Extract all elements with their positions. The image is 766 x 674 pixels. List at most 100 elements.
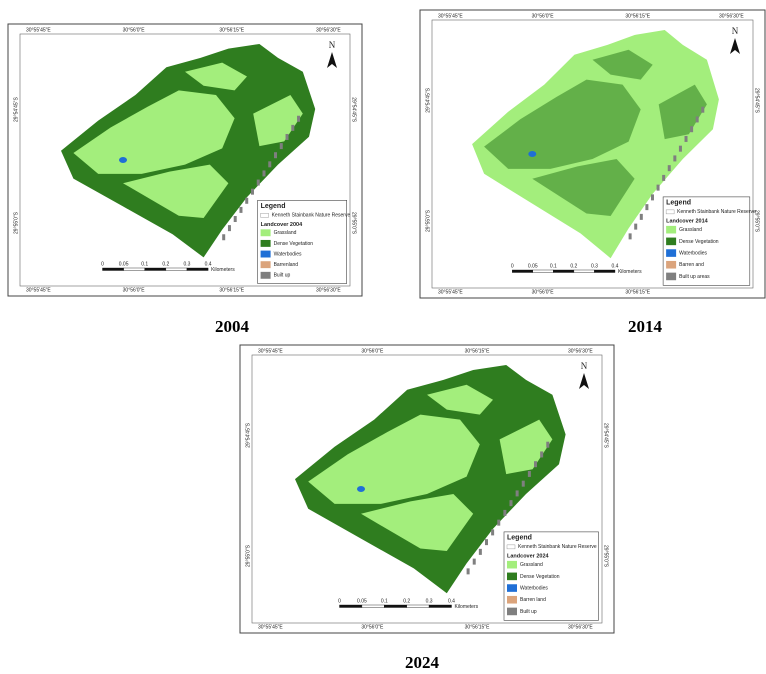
legend-label: Waterbodies <box>679 250 707 256</box>
built-up <box>673 155 676 161</box>
built-up <box>473 559 476 565</box>
coord-label: 30°56'0"E <box>361 348 384 354</box>
scale-label: 0.3 <box>184 261 191 267</box>
legend-label: Built up areas <box>679 274 710 280</box>
coord-label: 30°56'0"E <box>123 27 146 33</box>
coord-label: 30°56'15"E <box>219 287 244 293</box>
legend-swatch <box>261 240 271 247</box>
coord-label: 30°56'0"E <box>123 287 146 293</box>
built-up <box>540 451 543 457</box>
legend-title: Legend <box>261 203 286 210</box>
waterbody <box>528 151 536 157</box>
scale-unit: Kilometers <box>455 604 479 610</box>
built-up <box>245 198 248 204</box>
scale-label: 0.1 <box>381 598 388 604</box>
coord-label: 30°55'45"E <box>258 348 283 354</box>
legend-title: Legend <box>507 535 532 542</box>
built-up <box>528 471 531 477</box>
built-up <box>685 136 688 142</box>
built-up <box>640 214 643 220</box>
built-up <box>534 461 537 467</box>
coord-label: 29°54'45"S <box>351 97 357 122</box>
legend-swatch <box>507 608 517 616</box>
map-panel: 30°55'45"E 30°56'0"E 30°56'15"E 30°56'30"E 3… <box>240 345 614 633</box>
built-up <box>251 189 254 195</box>
coord-label: 30°56'0"E <box>361 624 384 630</box>
legend-swatch <box>261 229 271 236</box>
coord-label: 30°56'15"E <box>625 13 650 19</box>
legend-label: Built up <box>520 609 537 615</box>
legend-swatch <box>261 272 271 279</box>
built-up <box>503 510 506 516</box>
built-up <box>546 442 549 448</box>
legend-label: Waterbodies <box>274 251 302 257</box>
coord-label: 30°56'15"E <box>625 289 650 295</box>
coord-label: 30°55'45"E <box>26 27 51 33</box>
built-up <box>491 529 494 535</box>
legend-heading: Landcover 2014 <box>666 218 709 224</box>
reserve-swatch <box>261 213 269 217</box>
north-label: N <box>329 40 336 50</box>
legend-swatch <box>507 561 517 569</box>
legend-label: Kenneth Stainbank Nature Reserve <box>518 544 597 550</box>
legend-label: Barren and <box>679 262 704 268</box>
built-up <box>467 568 470 574</box>
scale-label: 0.2 <box>570 263 577 269</box>
scale-unit: Kilometers <box>618 269 642 275</box>
north-label: N <box>732 26 739 36</box>
built-up <box>657 185 660 191</box>
legend-label: Waterbodies <box>520 585 548 591</box>
scale-label: 0.1 <box>550 263 557 269</box>
coord-label: 30°56'30"E <box>568 624 593 630</box>
legend-swatch <box>507 596 517 604</box>
built-up <box>696 116 699 122</box>
north-label: N <box>581 361 588 371</box>
legend-swatch <box>666 273 676 281</box>
built-up <box>662 175 665 181</box>
built-up <box>274 152 277 158</box>
built-up <box>645 204 648 210</box>
built-up <box>222 234 225 240</box>
coord-label: 29°54'45"S <box>245 422 251 447</box>
scale-label: 0.3 <box>591 263 598 269</box>
coord-label: 30°56'15"E <box>465 624 490 630</box>
scale-segment <box>553 270 574 273</box>
map-panel: 30°55'45"E30°56'0"E30°56'15"E30°56'30"E3… <box>420 10 765 298</box>
coord-label: 30°55'45"E <box>438 13 463 19</box>
legend-swatch <box>666 261 676 269</box>
built-up <box>268 161 271 167</box>
scale-segment <box>407 605 429 608</box>
scale-label: 0.3 <box>426 598 433 604</box>
coord-label: 29°55'0"S <box>13 211 19 234</box>
reserve-swatch <box>507 545 515 549</box>
scale-segment <box>103 268 124 271</box>
scale-label: 0.05 <box>119 261 129 267</box>
legend-label: Kenneth Stainbank Nature Reserve <box>677 209 756 215</box>
legend-label: Barren land <box>520 597 546 603</box>
scale-label: 0.05 <box>357 598 367 604</box>
coord-label: 30°56'30"E <box>568 348 593 354</box>
scale-segment <box>384 605 406 608</box>
coord-label: 29°54'45"S <box>425 87 431 112</box>
scale-unit: Kilometers <box>211 267 235 273</box>
built-up <box>234 216 237 222</box>
scale-label: 0.05 <box>528 263 538 269</box>
built-up <box>257 180 260 186</box>
coord-label: 29°54'45"S <box>603 423 609 448</box>
scale-segment <box>145 268 166 271</box>
coord-label: 30°56'0"E <box>532 13 555 19</box>
coord-label: 29°55'0"S <box>603 545 609 568</box>
legend-swatch <box>261 251 271 258</box>
built-up <box>701 107 704 113</box>
scale-segment <box>362 605 384 608</box>
built-up <box>228 225 231 231</box>
scale-label: 0 <box>511 263 514 269</box>
built-up <box>510 500 513 506</box>
scale-segment <box>187 268 208 271</box>
coord-label: 29°54'45"S <box>13 97 19 122</box>
caption: 2024 <box>405 653 440 672</box>
caption: 2004 <box>215 317 250 336</box>
built-up <box>634 224 637 230</box>
scale-label: 0.2 <box>403 598 410 604</box>
legend-title: Legend <box>666 200 691 207</box>
